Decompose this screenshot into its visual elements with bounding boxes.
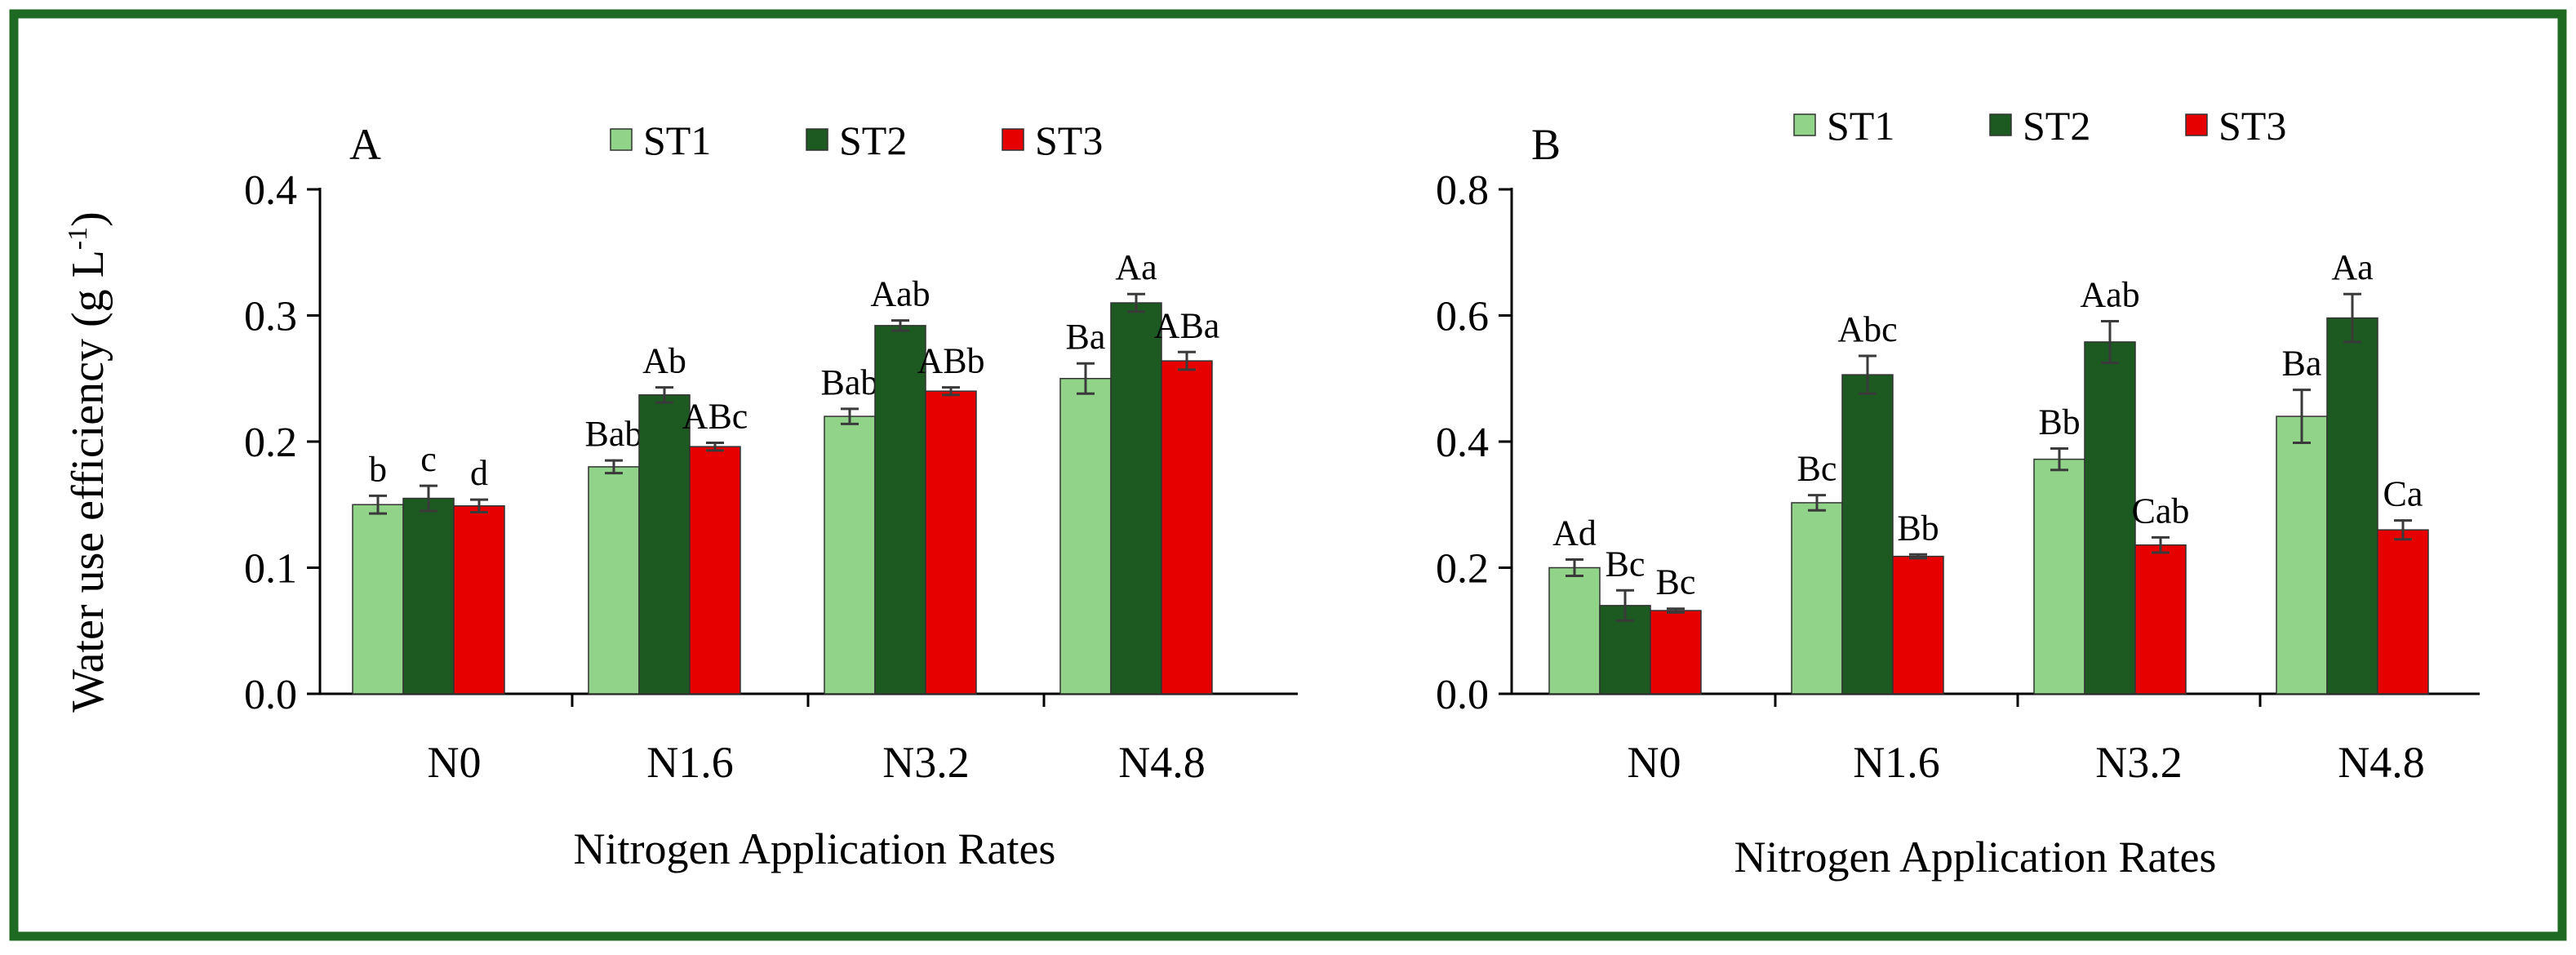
y-axis-label-close: ) bbox=[63, 211, 113, 227]
panel-a-y-tick-label: 0.4 bbox=[244, 167, 297, 214]
panel-b-y-tick-label: 0.6 bbox=[1436, 294, 1489, 340]
panel-b-bar-st3 bbox=[1650, 610, 1702, 695]
panel-a-legend-st1-label: ST1 bbox=[643, 118, 711, 163]
panel-b-x-tick-label: N0 bbox=[1628, 738, 1681, 787]
panel-a-y-tick-label: 0.2 bbox=[244, 420, 297, 466]
panel-a-y-tick-label: 0.1 bbox=[244, 546, 297, 593]
panel-a-x-tick-label: N0 bbox=[428, 738, 482, 787]
panel-a-x-tick-label: N1.6 bbox=[646, 738, 734, 787]
panel-b-significance-label: Ba bbox=[2282, 344, 2322, 384]
panel-a-legend-st2-swatch bbox=[806, 128, 828, 151]
panel-a-bar-st3 bbox=[453, 505, 505, 695]
panel-a-bar-st1 bbox=[588, 466, 640, 695]
panel-a-bar-st1 bbox=[824, 415, 876, 695]
panel-a-bar-st2 bbox=[874, 325, 926, 695]
panel-a-significance-label: Bab bbox=[821, 362, 879, 402]
panel-b-significance-label: Aa bbox=[2331, 247, 2373, 287]
panel-a-label: A bbox=[349, 120, 381, 169]
panel-a-legend-st2-label: ST2 bbox=[839, 118, 907, 163]
panel-a-y-tick-label: 0.0 bbox=[244, 672, 297, 718]
panel-a-bar-st2 bbox=[638, 394, 691, 695]
panel-a-bar-st3 bbox=[689, 446, 741, 695]
panel-b-x-axis-title: Nitrogen Application Rates bbox=[1734, 833, 2217, 882]
panel-a-bar-st2 bbox=[402, 497, 455, 695]
panel-b-x-tick-label: N3.2 bbox=[2095, 738, 2183, 787]
panel-a-bar-st2 bbox=[1110, 302, 1162, 695]
panel-a-x-tick-label: N4.8 bbox=[1118, 738, 1206, 787]
panel-b-x-tick-label: N4.8 bbox=[2338, 738, 2425, 787]
panel-b-significance-label: Ad bbox=[1552, 513, 1597, 553]
panel-a-bar-st3 bbox=[1161, 360, 1213, 695]
panel-a-bar-st1 bbox=[352, 504, 404, 695]
panel-a-significance-label: Aab bbox=[870, 274, 930, 314]
panel-b-significance-label: Ca bbox=[2383, 474, 2423, 514]
y-axis-label-main: Water use efficiency (g L bbox=[63, 250, 113, 713]
panel-b-significance-label: Bb bbox=[2038, 402, 2080, 442]
panel-b-y-tick-label: 0.0 bbox=[1436, 672, 1489, 718]
panel-b-bar-st3 bbox=[2134, 544, 2187, 695]
panel-b-significance-label: Bc bbox=[1797, 449, 1837, 489]
panel-b-bar-st3 bbox=[2377, 529, 2429, 695]
panel-a-legend-st3-swatch bbox=[1002, 128, 1024, 151]
panel-a-significance-label: d bbox=[470, 453, 488, 493]
panel-a-bar-st3 bbox=[925, 390, 977, 695]
panel-b-significance-label: Cab bbox=[2132, 491, 2190, 531]
panel-b-bar-st3 bbox=[1892, 555, 1944, 695]
panel-a-significance-label: Aa bbox=[1115, 247, 1157, 287]
panel-b-bar-st2 bbox=[2326, 317, 2378, 695]
panel-b-y-tick-label: 0.2 bbox=[1436, 546, 1489, 593]
panel-b-legend-st2-swatch bbox=[1989, 113, 2012, 136]
y-axis-label: Water use efficiency (g L-1) bbox=[63, 211, 113, 713]
panel-a-significance-label: Ab bbox=[642, 341, 686, 381]
panel-a-significance-label: Ba bbox=[1066, 317, 1106, 357]
panel-a-x-tick-label: N3.2 bbox=[882, 738, 970, 787]
panel-b-significance-label: Bc bbox=[1606, 544, 1646, 584]
panel-a-significance-label: ABb bbox=[917, 341, 984, 381]
panel-a-significance-label: c bbox=[420, 439, 437, 479]
panel-a-significance-label: b bbox=[369, 449, 387, 489]
panel-b: B ST1 ST2 ST3 Nitrogen Application Rates… bbox=[1436, 103, 2480, 882]
panel-a-x-axis-title: Nitrogen Application Rates bbox=[574, 824, 1056, 873]
panel-b-legend-st2-label: ST2 bbox=[2023, 103, 2090, 149]
panel-b-bar-st1 bbox=[1791, 502, 1843, 695]
panel-b-y-tick-label: 0.8 bbox=[1436, 167, 1489, 214]
panel-a-bar-st1 bbox=[1059, 378, 1112, 695]
panel-b-significance-label: Bc bbox=[1656, 562, 1696, 602]
y-axis-label-superscript: -1 bbox=[63, 227, 93, 250]
panel-b-x-tick-label: N1.6 bbox=[1853, 738, 1940, 787]
panel-b-significance-label: Abc bbox=[1837, 309, 1897, 349]
panel-a: A ST1 ST2 ST3 Nitrogen Application Rates… bbox=[244, 118, 1298, 873]
panel-b-y-tick-label: 0.4 bbox=[1436, 420, 1489, 466]
panel-a-y-tick-label: 0.3 bbox=[244, 294, 297, 340]
panel-a-significance-label: ABc bbox=[682, 397, 748, 437]
panel-a-legend: ST1 ST2 ST3 bbox=[610, 118, 1103, 163]
panel-b-bar-st1 bbox=[2033, 458, 2085, 695]
panel-b-label: B bbox=[1531, 120, 1561, 169]
panel-b-bar-st2 bbox=[2084, 341, 2136, 695]
panel-b-bar-st1 bbox=[1548, 566, 1601, 695]
figure-frame bbox=[9, 9, 2567, 941]
panel-b-bar-st2 bbox=[1841, 374, 1894, 695]
panel-b-legend-st3-swatch bbox=[2185, 113, 2208, 136]
panel-b-significance-label: Aab bbox=[2080, 274, 2139, 314]
panel-a-legend-st1-swatch bbox=[610, 128, 633, 151]
panel-a-significance-label: Bab bbox=[585, 414, 643, 454]
panel-b-legend-st3-label: ST3 bbox=[2218, 103, 2286, 149]
panel-b-legend-st1-swatch bbox=[1793, 113, 1816, 136]
panel-b-legend-st1-label: ST1 bbox=[1827, 103, 1894, 149]
panel-b-bar-st1 bbox=[2276, 415, 2328, 695]
panel-b-legend: ST1 ST2 ST3 bbox=[1793, 103, 2286, 149]
panel-b-significance-label: Bb bbox=[1897, 508, 1939, 548]
panel-a-legend-st3-label: ST3 bbox=[1035, 118, 1103, 163]
panel-a-significance-label: ABa bbox=[1154, 305, 1220, 345]
